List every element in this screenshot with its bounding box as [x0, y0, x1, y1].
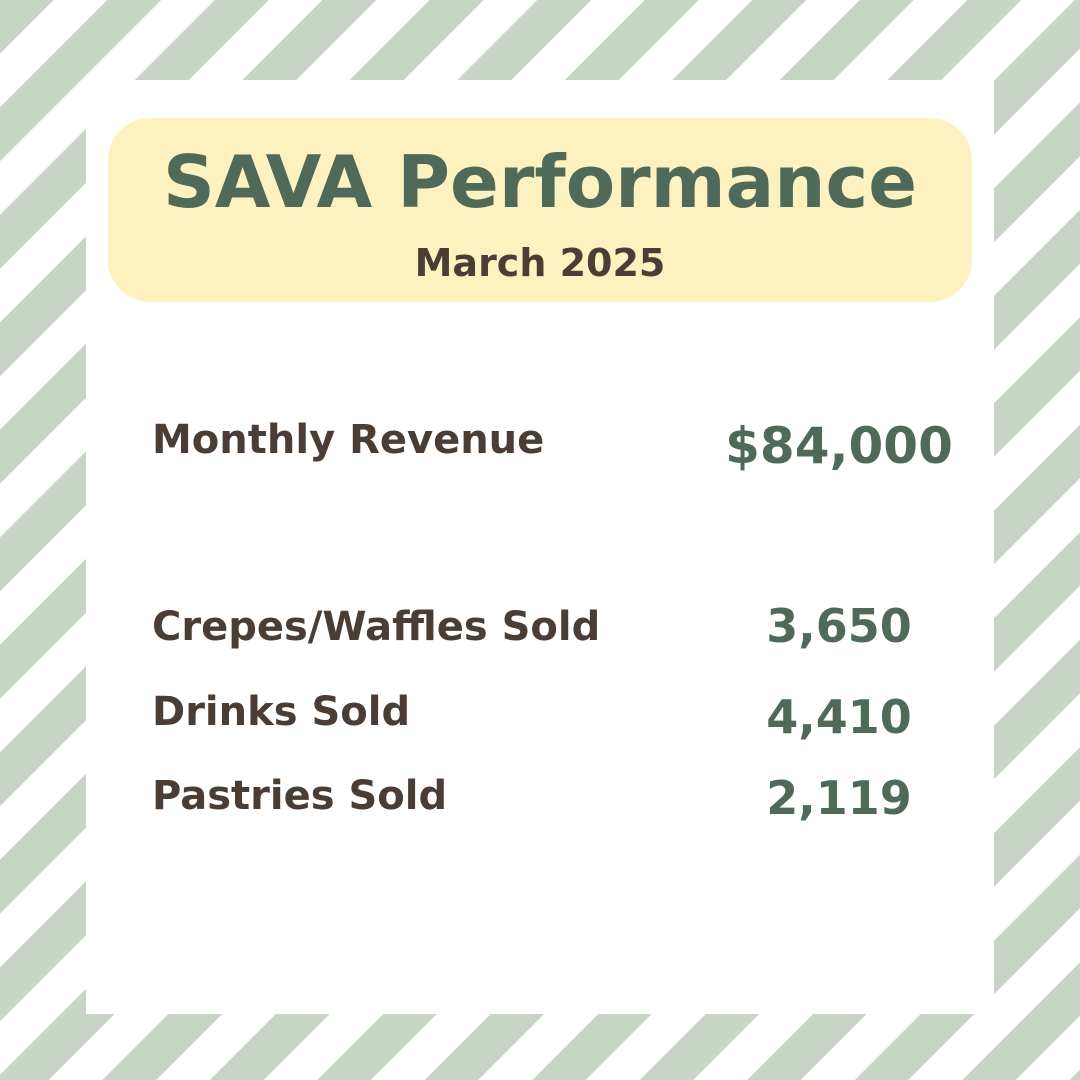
metric-label-crepes-waffles: Crepes/Waffles Sold: [152, 604, 601, 650]
metric-value-crepes-waffles: 3,650: [766, 599, 912, 653]
header-banner: [108, 118, 972, 302]
page-title: SAVA Performance: [162, 140, 918, 224]
metric-label-monthly-revenue: Monthly Revenue: [152, 417, 545, 463]
metric-value-pastries: 2,119: [766, 771, 912, 825]
metric-label-drinks: Drinks Sold: [152, 689, 411, 735]
page-subtitle: March 2025: [414, 241, 666, 285]
metric-value-drinks: 4,410: [766, 690, 912, 744]
metric-value-monthly-revenue: $84,000: [725, 417, 953, 475]
metric-label-pastries: Pastries Sold: [152, 773, 448, 819]
